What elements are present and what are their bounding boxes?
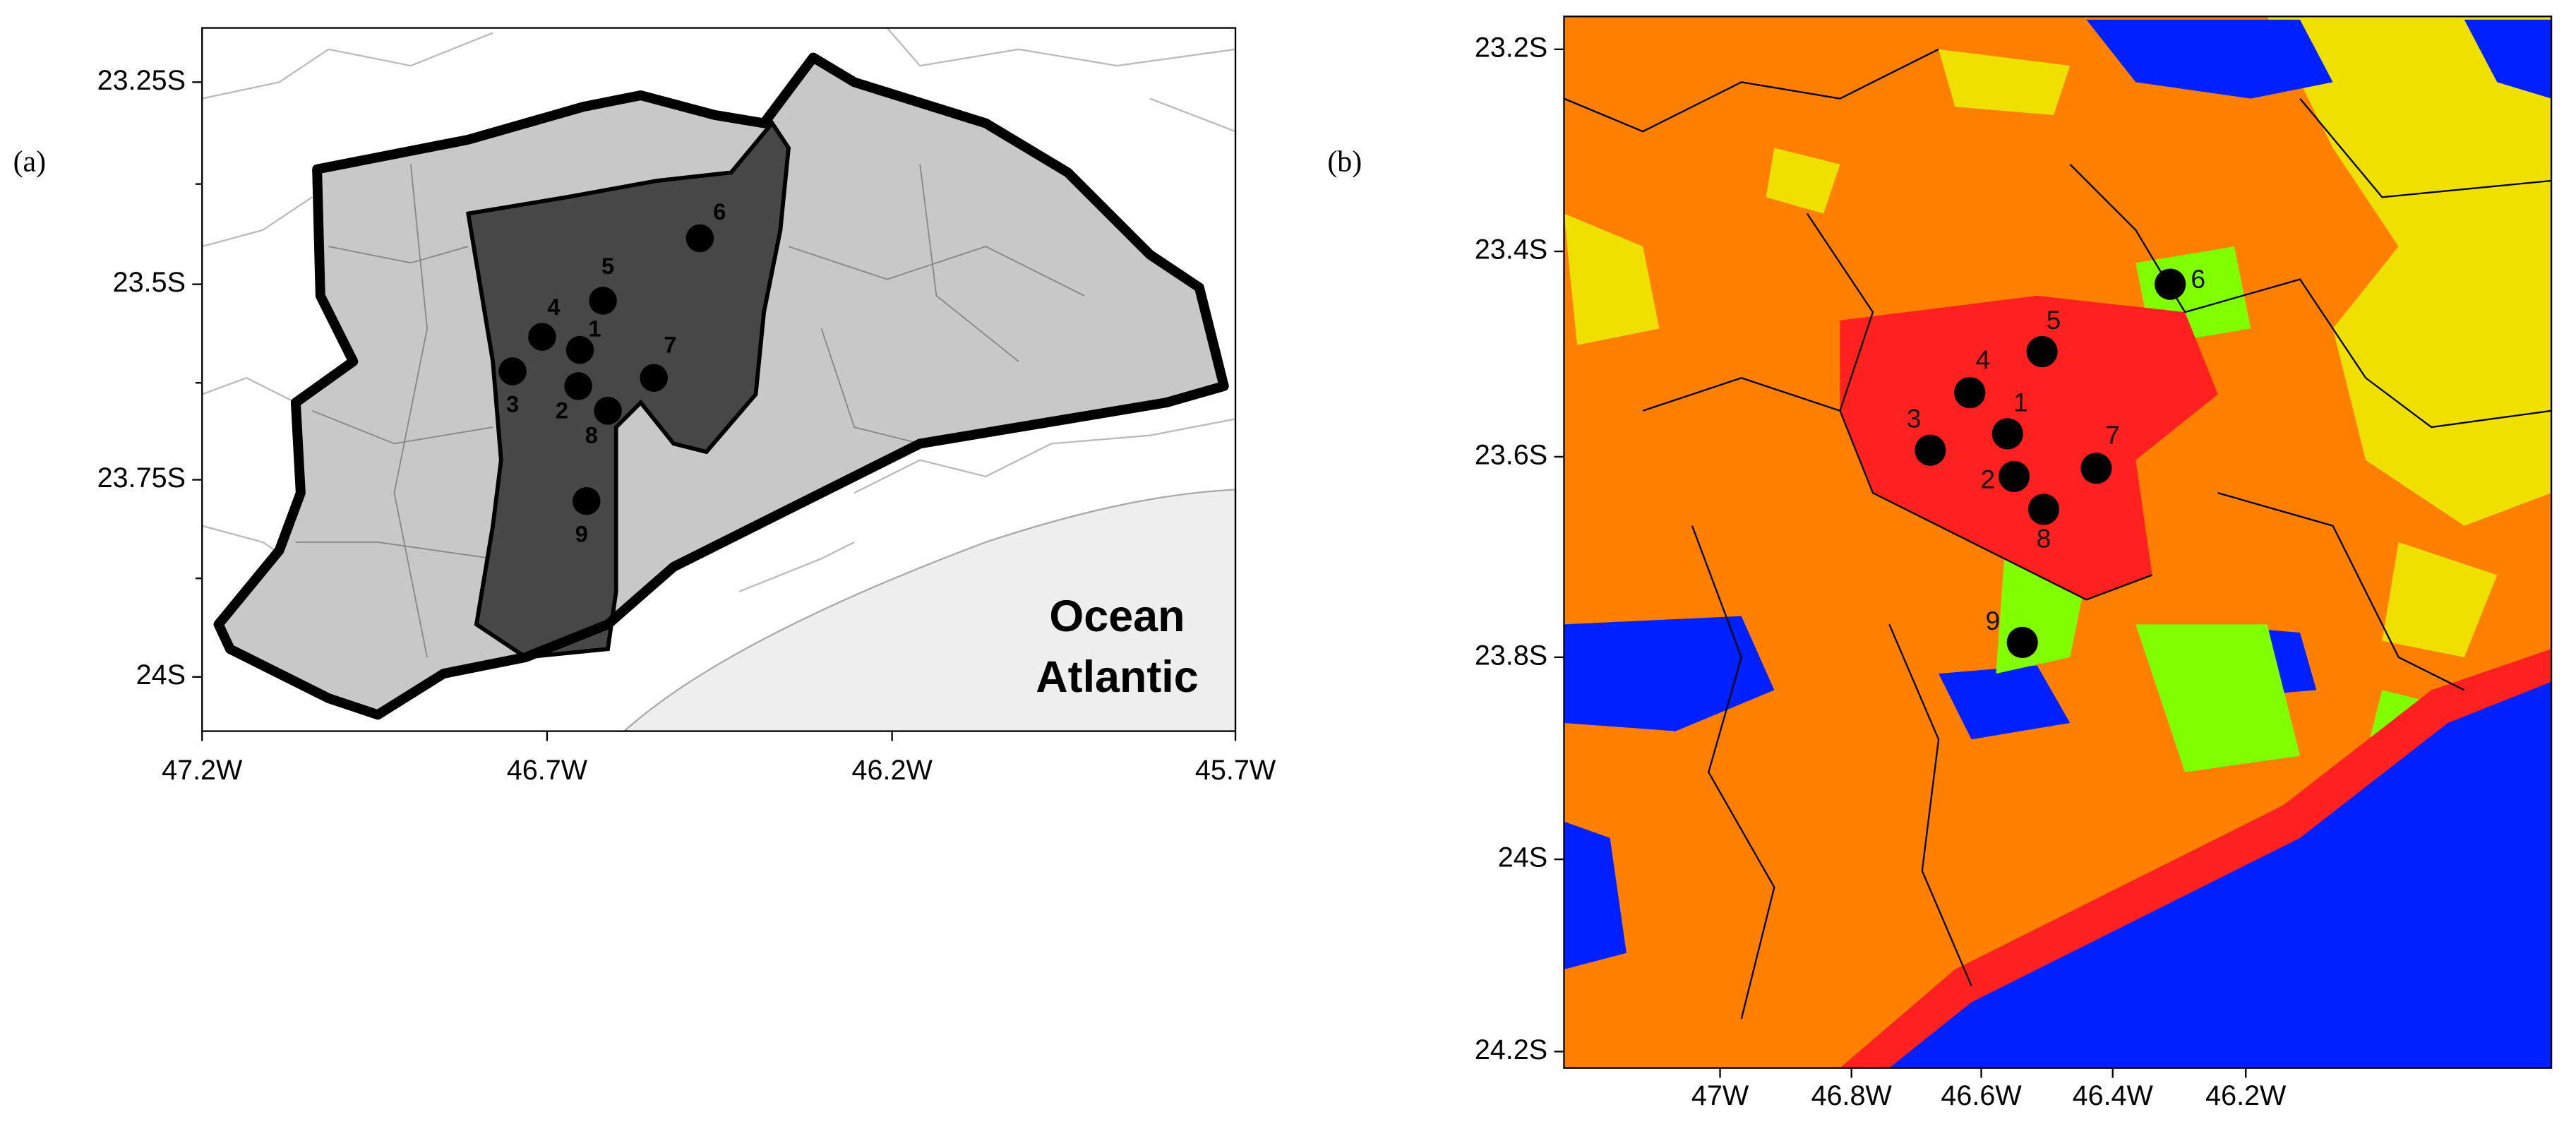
- station-label: 9: [1986, 606, 2001, 635]
- station-marker: [2080, 453, 2112, 484]
- y-tick-label: 23.2S: [1475, 32, 1547, 63]
- y-tick-label: 23.6S: [1475, 439, 1547, 470]
- background-boundaries: [201, 27, 1236, 592]
- y-tick-label: 24.2S: [1475, 1034, 1547, 1065]
- panel-label: (b): [1327, 145, 1362, 178]
- map-a-frame: [201, 27, 1237, 732]
- station-marker: [1991, 418, 2023, 450]
- station-marker: [528, 323, 556, 351]
- station-label: 1: [588, 316, 601, 341]
- ocean-area: [622, 489, 1237, 732]
- station-marker: [1915, 434, 1946, 466]
- station-label: 9: [575, 521, 588, 546]
- station-label: 5: [2047, 305, 2061, 335]
- region-outline: [213, 52, 1229, 720]
- station-label: 4: [1976, 345, 1991, 374]
- station-label: 6: [2191, 264, 2205, 294]
- boundaries: [1564, 48, 2552, 1020]
- station-marker: [564, 372, 592, 400]
- station-marker: [2026, 335, 2058, 368]
- station-marker: [1954, 377, 1986, 409]
- station-label: 2: [556, 398, 568, 424]
- municipal-boundaries: [295, 164, 1085, 658]
- station-label: 6: [713, 199, 726, 225]
- y-tick-label: 24S: [1498, 842, 1547, 873]
- station-label: 5: [601, 253, 614, 279]
- x-tick-label: 46.2W: [2205, 1080, 2287, 1111]
- station-label: 3: [506, 391, 519, 417]
- station-label: 7: [664, 333, 676, 358]
- x-tick-label: 45.7W: [1195, 755, 1276, 786]
- x-tick-label: 46.7W: [507, 755, 588, 786]
- station-marker: [565, 335, 594, 364]
- x-tick-label: 46.8W: [1811, 1080, 1893, 1111]
- station-marker: [2027, 494, 2060, 525]
- station-marker: [2006, 626, 2038, 659]
- station-label: 8: [2037, 523, 2051, 553]
- ocean-label: Atlantic: [1036, 652, 1198, 702]
- x-tick-label: 46.4W: [2073, 1080, 2154, 1111]
- ocean-label: Ocean: [1049, 592, 1185, 641]
- panel-label: (a): [13, 145, 46, 178]
- station-marker: [640, 364, 668, 393]
- station-label: 8: [585, 423, 598, 448]
- station-label: 3: [1907, 404, 1922, 434]
- station-label: 2: [1981, 465, 1996, 494]
- x-tick-label: 46.2W: [852, 755, 933, 786]
- x-tick-label: 47W: [1691, 1080, 1749, 1111]
- core-region: [465, 119, 791, 659]
- station-label: 4: [547, 294, 560, 320]
- station-marker: [1998, 460, 2030, 492]
- ocean: [1889, 681, 2552, 1068]
- y-tick-label: 23.25S: [97, 65, 186, 96]
- station-label: 7: [2105, 420, 2120, 450]
- station-marker: [594, 397, 622, 425]
- x-tick-label: 46.6W: [1941, 1080, 2022, 1111]
- y-tick-label: 23.4S: [1475, 234, 1547, 265]
- station-label: 1: [2013, 387, 2028, 417]
- y-tick-label: 23.8S: [1475, 640, 1547, 671]
- map-b-frame: [1563, 16, 2553, 1069]
- map-b: [1563, 16, 2553, 1069]
- station-marker: [2155, 268, 2186, 300]
- map-a: [201, 27, 1237, 732]
- y-tick-label: 23.75S: [97, 462, 186, 494]
- y-tick-label: 24S: [136, 659, 186, 690]
- x-tick-label: 47.2W: [162, 755, 243, 786]
- station-marker: [498, 357, 527, 385]
- station-marker: [589, 287, 617, 315]
- station-marker: [573, 487, 601, 515]
- station-marker: [685, 224, 714, 253]
- y-tick-label: 23.5S: [113, 267, 186, 298]
